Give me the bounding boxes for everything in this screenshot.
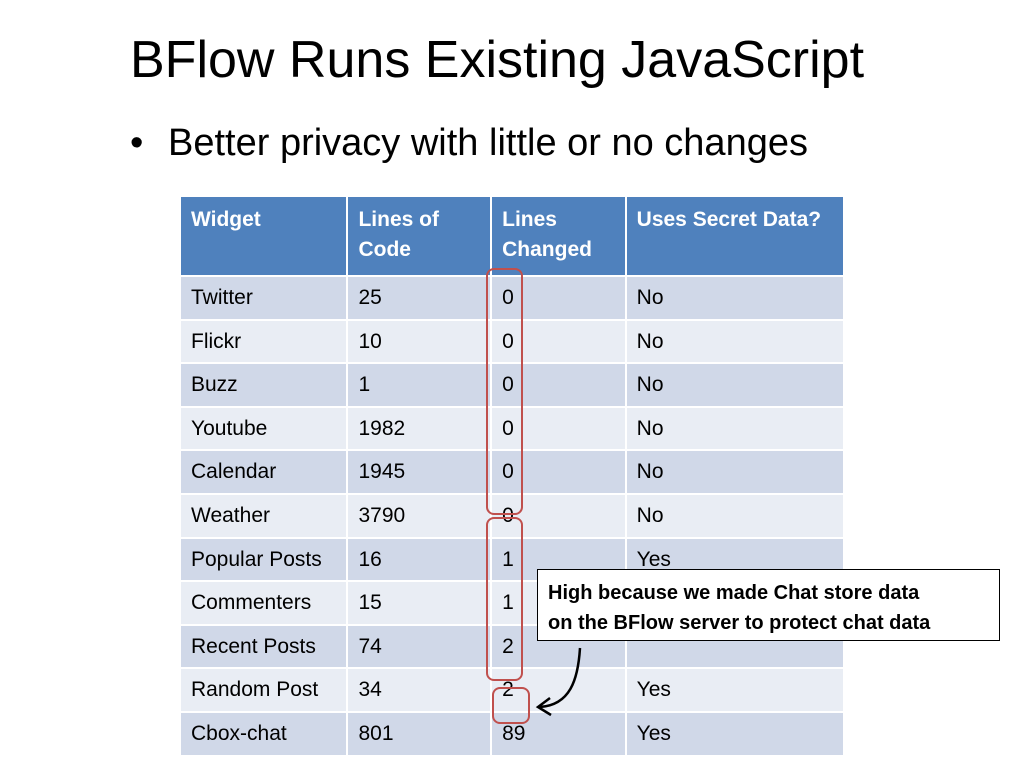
slide-title: BFlow Runs Existing JavaScript [130,31,865,89]
cell-lines-changed: 0 [490,362,627,408]
header-uses-secret-data: Uses Secret Data? [624,195,846,277]
cell-lines-changed: 0 [490,405,627,452]
cell-widget: Buzz [178,362,349,408]
table-header-row: Widget Lines of Code Lines Changed Uses … [178,195,846,277]
cell-lines-changed: 0 [490,449,627,495]
table-row: Random Post 34 2 Yes [178,667,846,713]
cell-lines-of-code: 34 [346,667,493,713]
cell-lines-of-code: 3790 [346,492,493,539]
cell-secret-data: No [624,449,846,495]
cell-lines-of-code: 16 [346,536,493,583]
table-row: Buzz 1 0 No [178,362,846,408]
cell-widget: Popular Posts [178,536,349,583]
bullet-dot-icon: • [130,122,144,164]
cell-secret-data: No [624,275,846,321]
cell-lines-of-code: 25 [346,275,493,321]
callout-note: High because we made Chat store data on … [537,569,1000,641]
cell-lines-of-code: 74 [346,623,493,670]
header-lines-of-code: Lines of Code [346,195,493,277]
cell-secret-data: No [624,405,846,452]
table-row: Weather 3790 0 No [178,492,846,539]
cell-widget: Flickr [178,318,349,365]
header-lines-changed: Lines Changed [490,195,627,277]
cell-lines-changed: 89 [490,710,627,757]
cell-secret-data: No [624,362,846,408]
highlight-zero-changes [486,268,523,515]
cell-widget: Youtube [178,405,349,452]
cell-lines-of-code: 1 [346,362,493,408]
cell-secret-data: Yes [624,710,846,757]
table-row: Youtube 1982 0 No [178,405,846,452]
cell-lines-of-code: 10 [346,318,493,365]
highlight-chat-changes [492,687,530,724]
callout-line-1: High because we made Chat store data [548,582,920,604]
cell-widget: Random Post [178,667,349,713]
widget-table: Widget Lines of Code Lines Changed Uses … [178,195,846,757]
callout-line-2: on the BFlow server to protect chat data [548,612,931,634]
cell-lines-changed: 0 [490,492,627,539]
header-widget: Widget [178,195,349,277]
cell-widget: Twitter [178,275,349,321]
table-row: Calendar 1945 0 No [178,449,846,495]
cell-secret-data: Yes [624,667,846,713]
cell-widget: Weather [178,492,349,539]
bullet-point: • Better privacy with little or no change… [130,122,808,165]
bullet-text: Better privacy with little or no changes [168,122,808,164]
highlight-small-changes [486,517,523,681]
cell-widget: Commenters [178,580,349,626]
cell-lines-of-code: 801 [346,710,493,757]
table-row: Twitter 25 0 No [178,275,846,321]
cell-secret-data: No [624,318,846,365]
cell-widget: Cbox-chat [178,710,349,757]
table-row: Flickr 10 0 No [178,318,846,365]
cell-lines-of-code: 1982 [346,405,493,452]
cell-lines-of-code: 15 [346,580,493,626]
table-row: Cbox-chat 801 89 Yes [178,710,846,757]
cell-secret-data: No [624,492,846,539]
cell-lines-changed: 0 [490,275,627,321]
cell-widget: Recent Posts [178,623,349,670]
cell-lines-of-code: 1945 [346,449,493,495]
cell-lines-changed: 0 [490,318,627,365]
cell-widget: Calendar [178,449,349,495]
